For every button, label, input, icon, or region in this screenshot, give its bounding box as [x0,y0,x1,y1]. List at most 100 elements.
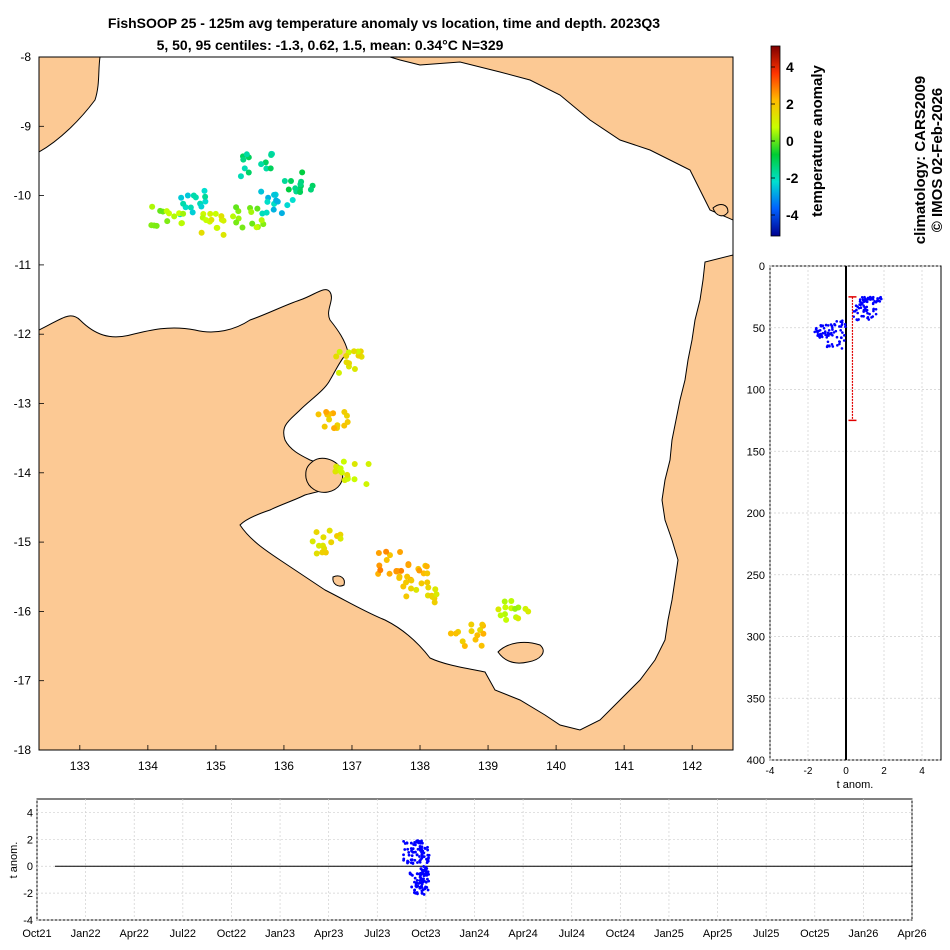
time-series-data-point [419,858,423,861]
map-x-tick-label: 142 [682,759,702,773]
time-series-data-point [427,853,431,857]
profile-data-point [816,333,820,336]
profile-data-point [824,323,828,327]
map-data-point [343,353,350,360]
time-series-data-point [415,839,419,843]
profile-data-point [865,305,869,309]
profile-data-point [830,324,834,328]
time-series-points [402,839,431,896]
profile-y-tick-label: 50 [753,323,765,335]
profile-data-point [868,295,872,299]
profile-data-point [874,312,878,316]
time-series-data-point [419,846,423,850]
map-data-point [351,348,358,355]
time-series-x-tick-label: Jan25 [654,928,684,940]
map-data-point [479,621,486,628]
map-data-point [237,173,244,180]
profile-y-tick-label: 200 [747,508,765,520]
map-data-point [525,608,532,615]
map-data-point [243,151,250,158]
map-data-point [220,217,227,224]
map-data-point [328,539,335,546]
time-series-data-point [418,873,422,877]
profile-data-point [825,345,829,349]
chart-title: FishSOOP 25 - 125m avg temperature anoma… [108,15,660,31]
map-data-point [157,207,164,214]
map-data-point [502,604,509,611]
time-series-x-tick-label: Jul24 [559,928,585,940]
profile-data-point [860,314,863,318]
map-data-point [198,229,205,236]
map-data-point [323,409,330,416]
map-data-point [190,192,197,199]
profile-data-point [839,328,842,332]
map-data-point [512,605,519,612]
colorbar-tick-label: 4 [786,59,794,75]
profile-y-tick-label: 0 [759,261,765,273]
map-data-point [281,177,288,184]
time-series-data-point [409,841,413,845]
profile-data-point [865,309,868,313]
time-series-data-point [403,848,407,851]
map-data-point [214,224,221,231]
profile-grid [769,265,941,761]
time-series-data-point [416,861,419,864]
profile-data-point [878,300,882,303]
profile-data-point [819,332,823,336]
profile-data-point [820,335,824,339]
profile-data-point [841,331,844,334]
profile-data-point [868,312,871,316]
time-series-data-point [412,843,416,846]
time-series-data-point [407,851,411,854]
profile-data-point [814,327,818,331]
profile-data-point [863,306,866,309]
time-series-x-tick-label: Apr22 [120,928,149,940]
profile-y-tick-label: 350 [747,693,765,705]
map-data-point [248,209,255,216]
time-series-data-point [402,839,406,843]
map-y-tick-label: -17 [14,674,32,688]
map-data-point [431,599,438,606]
map-data-point [383,557,390,564]
map-data-point [472,636,479,643]
map-data-point [263,209,270,216]
time-series-y-label: t anom. [8,842,20,879]
map-data-point [171,213,178,220]
time-series-data-point [416,884,420,888]
map-y-tick-label: -16 [14,604,32,618]
profile-data-point [855,318,859,321]
map-data-point [418,580,425,587]
profile-data-point [840,347,844,350]
time-series-data-point [420,891,424,895]
time-series-data-point [418,860,422,864]
time-series-data-point [411,847,415,851]
map-data-point [313,550,320,557]
profile-data-point [828,344,831,348]
arnhem-land [39,254,733,750]
profile-y-tick-label: 400 [747,755,765,767]
profile-data-point [813,330,817,334]
profile-data-point [838,325,841,328]
map-data-point [468,628,475,635]
map-data-point [408,585,415,592]
profile-data-point [844,325,847,329]
map-data-point [241,165,248,172]
time-series-x-tick-label: Jul23 [364,928,390,940]
profile-data-point [858,298,862,301]
map-data-point [313,529,320,536]
time-series-plot: Oct21 Jan22 Apr22 Jul22 Oct22 Jan23 Apr23 Jul23… [8,798,927,940]
time-series-data-point [403,842,407,845]
profile-data-point [831,333,834,337]
map-data-point [423,563,430,570]
mornington-island-land [497,641,544,664]
map-data-point [340,458,347,465]
map-data-point [377,567,384,574]
time-series-data-point [422,869,425,873]
time-series-data-point [417,839,421,843]
map-data-point [178,220,185,227]
map-data-point [383,548,390,555]
profile-y-tick-label: 300 [747,632,765,644]
map-data-point [508,597,515,604]
map-y-tick-label: -8 [20,50,31,64]
map-data-point [321,423,328,430]
